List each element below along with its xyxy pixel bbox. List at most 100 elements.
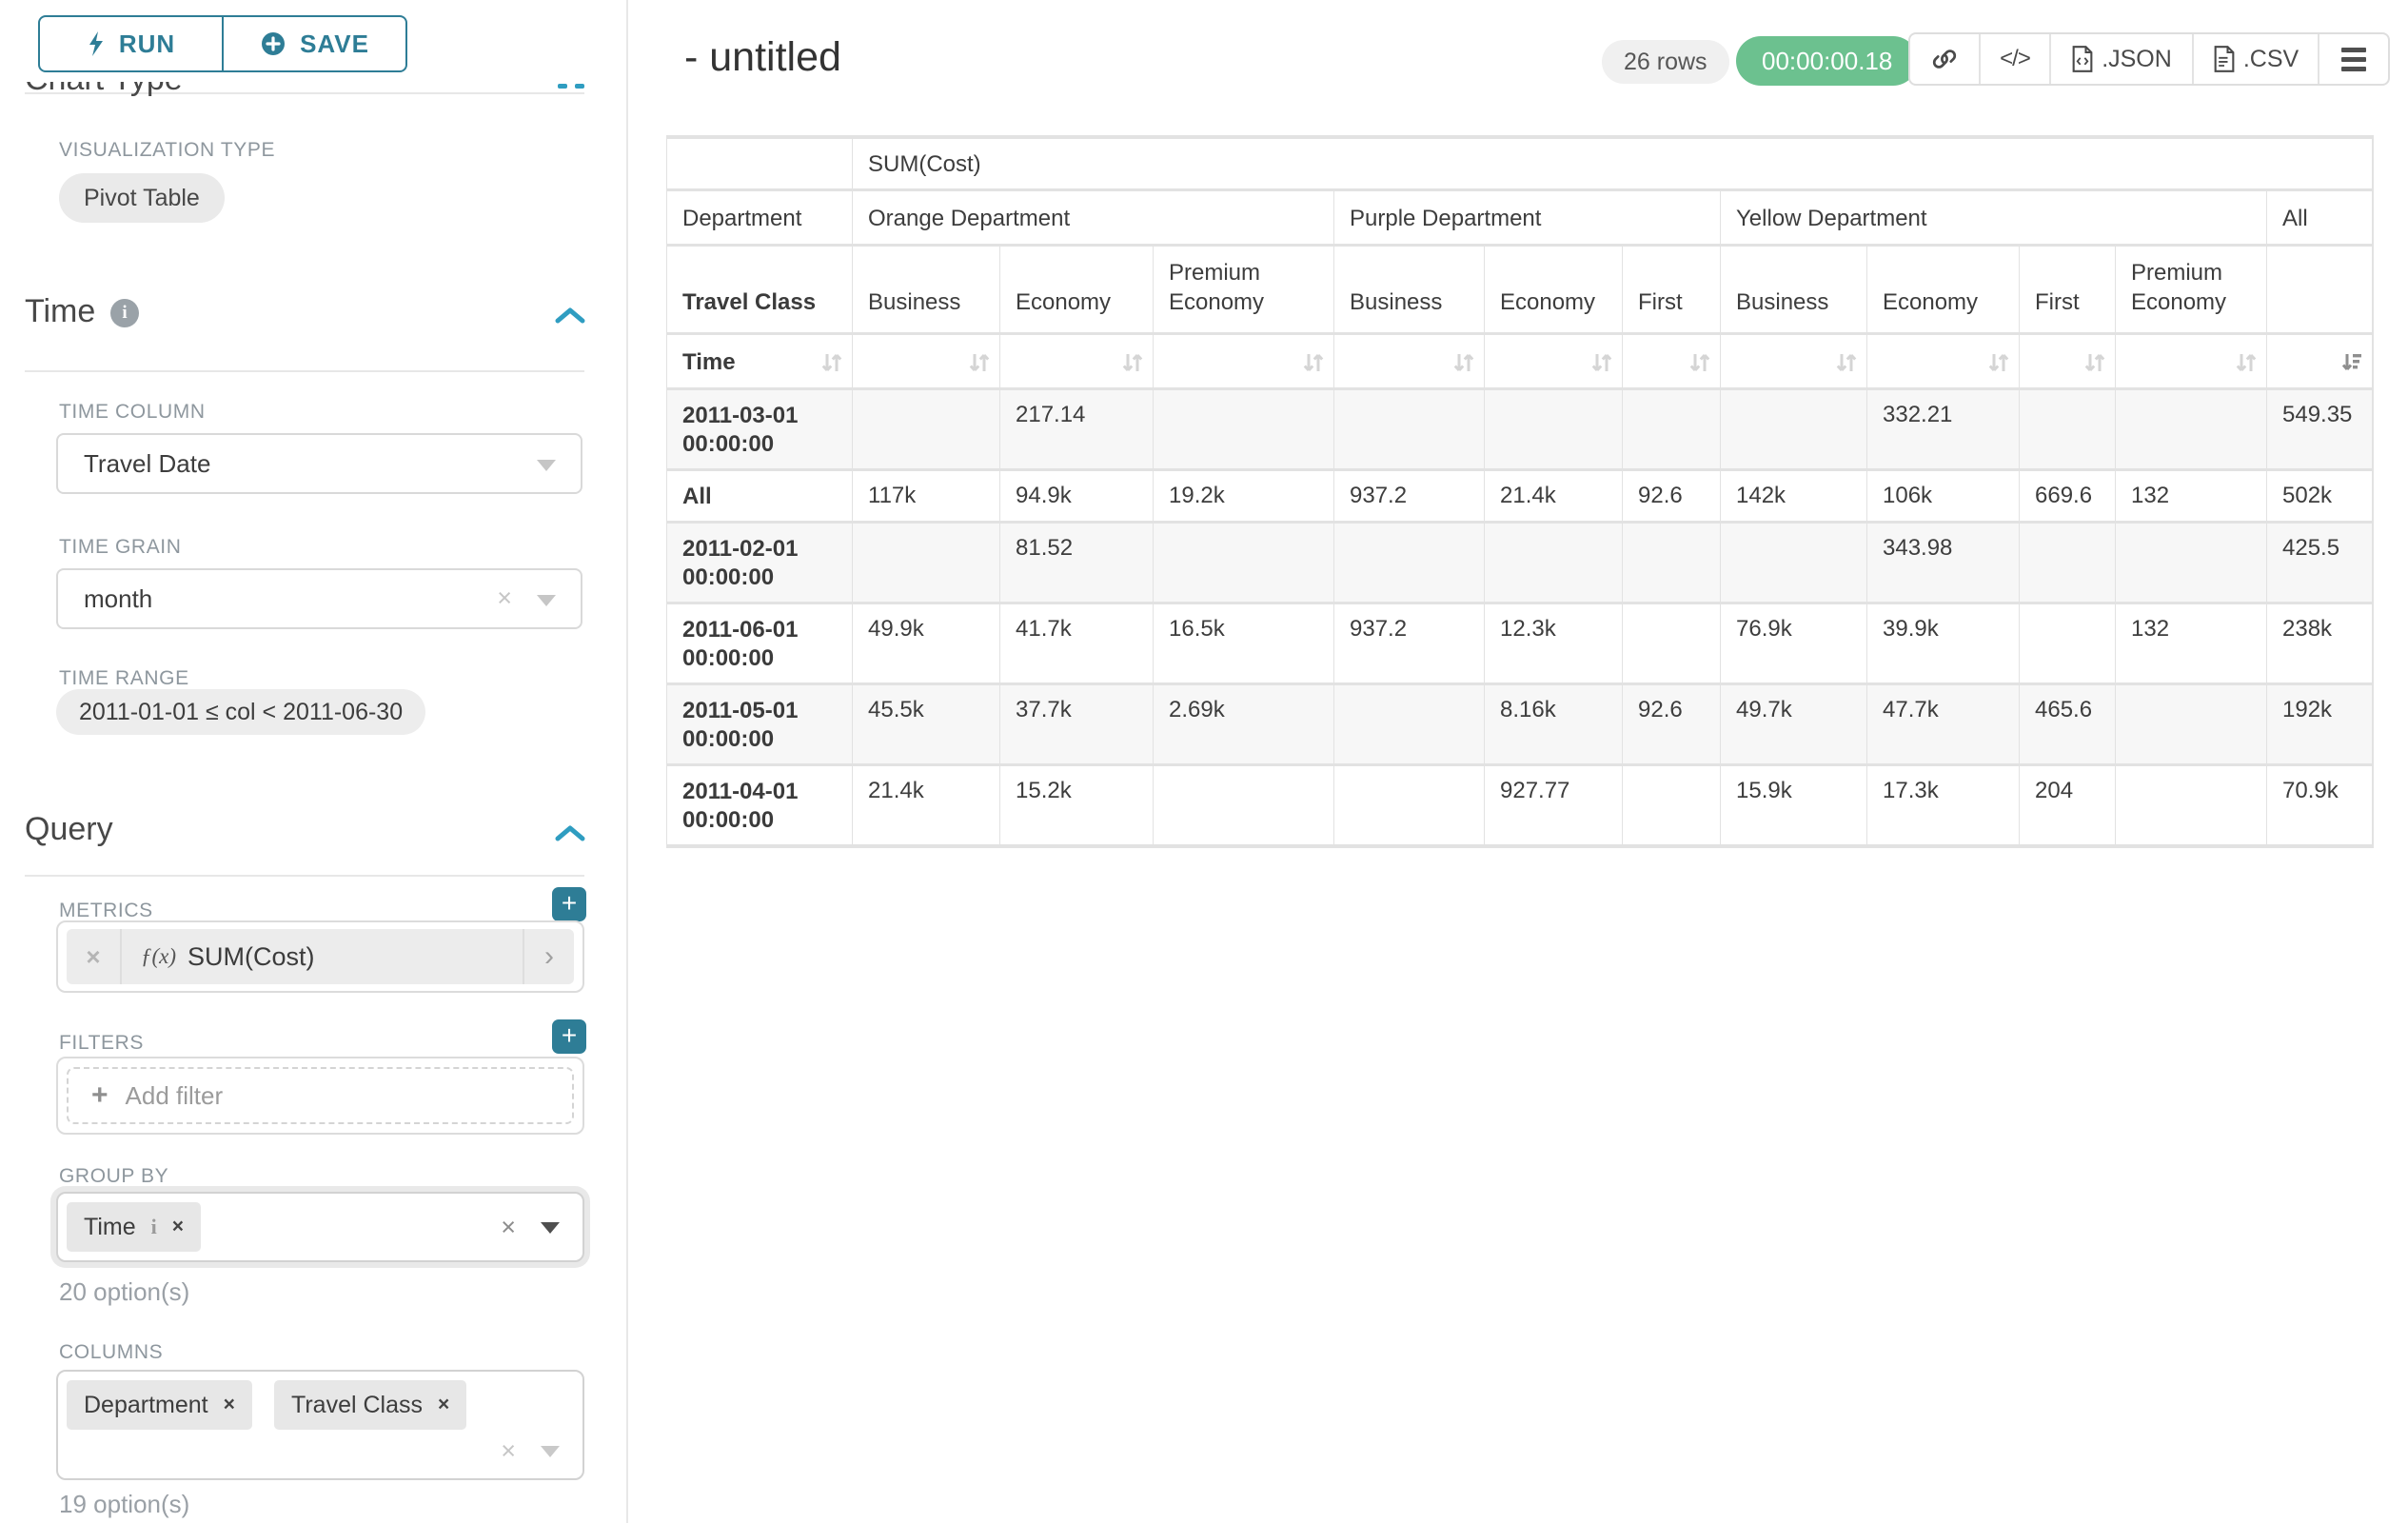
info-icon: i bbox=[150, 1215, 157, 1238]
table-row: 2011-05-01 00:00:00 45.5k 37.7k 2.69k 8.16k 9… bbox=[667, 685, 2374, 763]
query-collapse-chevron-icon[interactable] bbox=[554, 824, 586, 843]
chevron-down-icon bbox=[537, 595, 556, 606]
pivot-value-cell: 343.98 bbox=[1867, 524, 2020, 602]
add-filter-plus-button[interactable]: + bbox=[552, 1019, 586, 1054]
pivot-value-cell: 2.69k bbox=[1154, 685, 1334, 763]
info-icon: i bbox=[110, 299, 139, 327]
pivot-value-cell bbox=[1623, 766, 1721, 844]
pivot-travel-class-header: Premium Economy bbox=[1154, 247, 1334, 332]
columns-select[interactable]: Department × Travel Class × × bbox=[56, 1370, 584, 1480]
pivot-value-cell: 49.7k bbox=[1721, 685, 1867, 763]
clear-icon[interactable]: × bbox=[497, 583, 512, 612]
pivot-value-cell: 94.9k bbox=[1000, 471, 1154, 521]
pivot-row-header: 2011-04-01 00:00:00 bbox=[667, 766, 853, 844]
pivot-row-header: 2011-06-01 00:00:00 bbox=[667, 604, 853, 682]
pivot-sort-column[interactable] bbox=[1721, 335, 1867, 387]
pivot-department-header: Orange Department bbox=[853, 191, 1334, 244]
lightning-bolt-icon bbox=[89, 31, 103, 56]
pivot-value-cell: 669.6 bbox=[2020, 471, 2116, 521]
time-range-label: TIME RANGE bbox=[59, 667, 189, 689]
chevron-down-icon[interactable] bbox=[541, 1445, 560, 1457]
add-filter-button[interactable]: + Add filter bbox=[67, 1067, 574, 1124]
time-column-select[interactable]: Travel Date bbox=[56, 433, 582, 494]
menu-button[interactable] bbox=[2319, 34, 2388, 84]
remove-chip-icon[interactable]: × bbox=[171, 1216, 185, 1237]
pivot-sort-time[interactable]: Time bbox=[667, 335, 853, 387]
pivot-value-cell: 8.16k bbox=[1485, 685, 1623, 763]
export-json-button[interactable]: .JSON bbox=[2051, 34, 2194, 84]
table-row: 2011-02-01 00:00:00 81.52 343.98 425.5 bbox=[667, 524, 2374, 602]
remove-chip-icon[interactable]: × bbox=[438, 1394, 450, 1415]
pivot-travel-class-header: Economy bbox=[1000, 247, 1154, 332]
run-button[interactable]: RUN bbox=[38, 15, 223, 72]
column-chip[interactable]: Department × bbox=[67, 1380, 252, 1430]
columns-options-hint: 19 option(s) bbox=[59, 1490, 190, 1518]
save-button[interactable]: SAVE bbox=[223, 15, 407, 72]
pivot-value-cell: 238k bbox=[2267, 604, 2374, 682]
filters-label: FILTERS bbox=[59, 1032, 144, 1054]
remove-metric-icon[interactable]: × bbox=[67, 929, 122, 984]
chevron-right-icon[interactable]: › bbox=[523, 929, 574, 984]
pivot-value-cell bbox=[853, 524, 1000, 602]
pivot-value-cell: 47.7k bbox=[1867, 685, 2020, 763]
pivot-value-cell bbox=[1485, 390, 1623, 468]
pivot-value-cell: 142k bbox=[1721, 471, 1867, 521]
pivot-sort-column[interactable] bbox=[1867, 335, 2020, 387]
pivot-value-cell bbox=[2116, 766, 2267, 844]
pivot-travel-class-header: Economy bbox=[1485, 247, 1623, 332]
pivot-sort-column[interactable] bbox=[2020, 335, 2116, 387]
clear-icon[interactable]: × bbox=[501, 1213, 516, 1241]
pivot-department-header: All bbox=[2267, 191, 2374, 244]
pivot-sort-column[interactable] bbox=[1154, 335, 1334, 387]
time-range-pill[interactable]: 2011-01-01 ≤ col < 2011-06-30 bbox=[56, 689, 426, 735]
pivot-travel-class-header: Business bbox=[1721, 247, 1867, 332]
pivot-department-header: Yellow Department bbox=[1721, 191, 2267, 244]
metric-pill[interactable]: × ƒ(x) SUM(Cost) › bbox=[67, 929, 574, 984]
visualization-type-pill[interactable]: Pivot Table bbox=[59, 173, 225, 223]
pivot-value-cell bbox=[2116, 524, 2267, 602]
pivot-value-cell: 549.35 bbox=[2267, 390, 2374, 468]
column-chip[interactable]: Travel Class × bbox=[274, 1380, 467, 1430]
view-query-button[interactable]: </> bbox=[1981, 34, 2051, 84]
chevron-down-icon[interactable] bbox=[541, 1221, 560, 1234]
pivot-sort-column[interactable] bbox=[1623, 335, 1721, 387]
sort-icon bbox=[1122, 353, 1143, 371]
pivot-metric-header: SUM(Cost) bbox=[853, 139, 2374, 188]
pivot-value-cell bbox=[2020, 524, 2116, 602]
pivot-sort-column[interactable] bbox=[2267, 335, 2374, 387]
group-by-select[interactable]: Time i × × bbox=[56, 1192, 584, 1262]
pivot-value-cell: 49.9k bbox=[853, 604, 1000, 682]
table-row: All 117k 94.9k 19.2k 937.2 21.4k 92.6 142k 106k 6… bbox=[667, 471, 2374, 521]
time-grain-select[interactable]: month × bbox=[56, 568, 582, 629]
clear-icon[interactable]: × bbox=[501, 1436, 516, 1465]
pivot-sort-column[interactable] bbox=[1334, 335, 1485, 387]
pivot-value-cell bbox=[853, 390, 1000, 468]
group-by-options-hint: 20 option(s) bbox=[59, 1277, 190, 1306]
pivot-sort-column[interactable] bbox=[1485, 335, 1623, 387]
export-button-group: </> .JSON .CSV bbox=[1908, 32, 2390, 86]
pivot-travel-class-header: First bbox=[1623, 247, 1721, 332]
pivot-value-cell: 45.5k bbox=[853, 685, 1000, 763]
group-by-chip[interactable]: Time i × bbox=[67, 1202, 202, 1252]
chart-panel: - untitled 26 rows 00:00:00.18 </> .JSON bbox=[630, 0, 2408, 1523]
remove-chip-icon[interactable]: × bbox=[223, 1394, 235, 1415]
sort-icon bbox=[1303, 353, 1324, 371]
pivot-value-cell bbox=[2116, 685, 2267, 763]
row-count-badge: 26 rows bbox=[1602, 40, 1729, 84]
export-csv-button[interactable]: .CSV bbox=[2194, 34, 2319, 84]
sort-icon bbox=[1988, 353, 2009, 371]
pivot-sort-column[interactable] bbox=[853, 335, 1000, 387]
pivot-value-cell: 19.2k bbox=[1154, 471, 1334, 521]
pivot-sort-column[interactable] bbox=[1000, 335, 1154, 387]
pivot-sort-column[interactable] bbox=[2116, 335, 2267, 387]
pivot-value-cell: 70.9k bbox=[2267, 766, 2374, 844]
query-section-heading: Query bbox=[25, 811, 113, 847]
share-link-button[interactable] bbox=[1910, 34, 1981, 84]
pivot-value-cell: 106k bbox=[1867, 471, 2020, 521]
visualization-type-label: VISUALIZATION TYPE bbox=[59, 139, 276, 161]
add-metric-button[interactable]: + bbox=[552, 887, 586, 921]
pivot-value-cell bbox=[2020, 604, 2116, 682]
pivot-value-cell bbox=[1485, 524, 1623, 602]
time-collapse-chevron-icon[interactable] bbox=[554, 307, 586, 326]
